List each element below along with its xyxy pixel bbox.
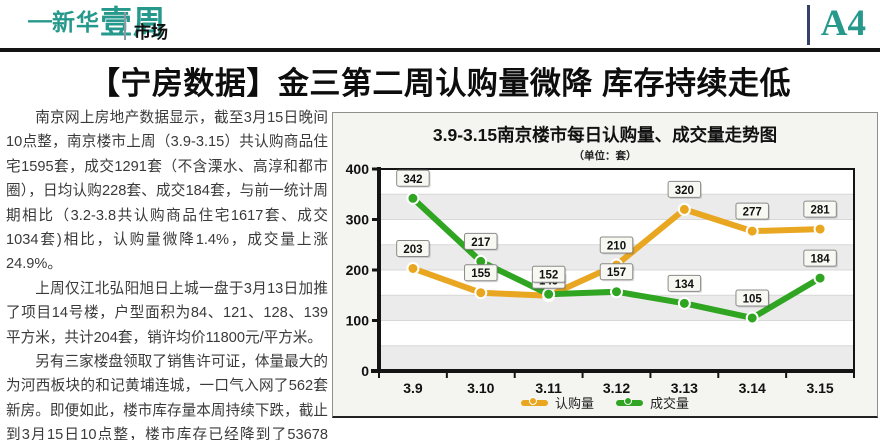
logo-dash: —: [28, 7, 52, 34]
article-paragraph: 南京网上房地产数据显示，截至3月15日晚间10点整，南京楼市上周（3.9-3.1…: [6, 110, 328, 273]
svg-text:3.11: 3.11: [535, 380, 562, 396]
svg-text:300: 300: [346, 212, 370, 228]
article-paragraph: 上周仅江北弘阳旭日上城一盘于3月13日加推了项目14号楼，户型面积为84、121…: [6, 280, 328, 346]
svg-text:3.10: 3.10: [467, 380, 494, 396]
header-divider: [124, 12, 126, 40]
legend-line-icon: [616, 397, 643, 406]
svg-text:210: 210: [607, 240, 626, 252]
chart-title: 3.9-3.15南京楼市每日认购量、成交量走势图: [432, 125, 778, 145]
svg-text:3.12: 3.12: [603, 380, 630, 396]
header-rule: [0, 48, 880, 52]
svg-text:152: 152: [539, 270, 558, 282]
svg-text:184: 184: [810, 254, 830, 266]
legend-dot-icon: [624, 397, 632, 405]
section-label: 市场: [134, 23, 168, 42]
svg-text:277: 277: [743, 207, 762, 219]
article-headline: 【宁房数据】金三第二周认购量微降 库存持续走低: [88, 65, 792, 101]
svg-text:157: 157: [607, 267, 626, 279]
chart-legend: 认购量 成交量: [333, 393, 877, 412]
svg-text:3.14: 3.14: [739, 380, 766, 396]
chart-subtitle: （单位：套）: [573, 150, 637, 162]
legend-dot-icon: [528, 397, 537, 405]
svg-text:0: 0: [361, 363, 369, 379]
svg-text:3.13: 3.13: [671, 380, 698, 396]
article-paragraph: 另有三家楼盘领取了销售许可证，体量最大的为河西板块的和记黄埔连城，一口气入网了5…: [6, 354, 328, 440]
legend-label: 认购量: [554, 396, 594, 411]
legend-line-icon: [520, 397, 548, 406]
svg-text:203: 203: [403, 244, 422, 256]
svg-text:3.15: 3.15: [806, 380, 833, 396]
legend-label: 成交量: [650, 396, 690, 411]
article-body: 南京网上房地产数据显示，截至3月15日晚间10点整，南京楼市上周（3.9-3.1…: [6, 106, 328, 440]
page-header: — 新华 壹周 市场 A4: [0, 0, 880, 52]
svg-text:320: 320: [675, 185, 694, 197]
svg-text:200: 200: [346, 262, 370, 278]
trend-chart-panel: 3.9-3.15南京楼市每日认购量、成交量走势图 （单位：套） 0 100 200 3…: [332, 112, 878, 418]
legend-item-rengou: 认购量: [520, 393, 594, 412]
page-number: A4: [820, 3, 866, 44]
logo-text-xinhua: 新华: [52, 9, 100, 35]
svg-text:134: 134: [675, 279, 695, 291]
svg-text:281: 281: [810, 205, 830, 217]
svg-text:400: 400: [346, 161, 370, 177]
newspaper-logo: — 新华 壹周: [28, 6, 166, 38]
svg-text:155: 155: [471, 268, 491, 280]
page-number-divider: [807, 5, 810, 45]
svg-text:105: 105: [743, 293, 763, 305]
legend-item-chengjiao: 成交量: [616, 393, 689, 412]
logo-text-yizhou: 壹周: [100, 4, 167, 40]
svg-text:217: 217: [471, 237, 490, 249]
svg-text:3.9: 3.9: [403, 380, 423, 396]
svg-text:342: 342: [403, 174, 422, 186]
svg-text:100: 100: [346, 313, 370, 329]
trend-chart-svg: 0 100 200 300 400 3.9 3.10 3.11 3.12 3.13 3.14 3.15…: [346, 161, 855, 396]
